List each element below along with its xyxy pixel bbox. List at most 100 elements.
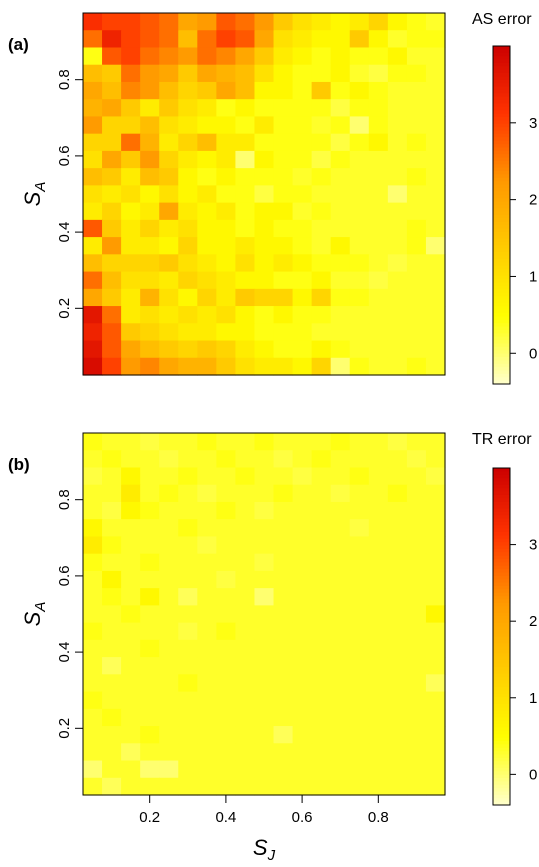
colorbar-swatch (493, 555, 510, 560)
heatmap-cell (197, 760, 217, 779)
heatmap-cell (83, 674, 103, 693)
heatmap-cell (273, 484, 294, 503)
heatmap-cell (83, 726, 103, 744)
colorbar-swatch (493, 56, 510, 61)
heatmap-cell (121, 254, 141, 273)
heatmap-cell (140, 133, 160, 152)
heatmap-cell (178, 570, 198, 589)
heatmap-cell (121, 657, 141, 675)
heatmap-cell (368, 605, 389, 624)
heatmap-cell (159, 168, 179, 186)
heatmap-cell (311, 743, 332, 762)
heatmap-cell (311, 288, 332, 307)
heatmap-cell (387, 691, 408, 710)
colorbar-swatch (493, 373, 510, 378)
heatmap-cell (311, 271, 332, 290)
heatmap-cell (387, 254, 408, 273)
heatmap-cell (121, 237, 141, 255)
heatmap-cell (159, 237, 179, 255)
heatmap-cell (197, 708, 217, 727)
heatmap-cell (254, 501, 275, 520)
heatmap-cell (102, 450, 122, 469)
heatmap-cell (368, 357, 389, 376)
heatmap-cell (292, 501, 313, 520)
heatmap-cell (254, 219, 275, 238)
heatmap-cell (368, 639, 389, 658)
heatmap-cell (178, 306, 198, 324)
heatmap-cell (349, 271, 370, 290)
heatmap-cell (216, 622, 237, 641)
heatmap-cell (292, 639, 313, 658)
colorbar-swatch (493, 116, 510, 121)
heatmap-cell (292, 237, 313, 255)
colorbar-swatch (493, 228, 510, 233)
heatmap-cell (330, 323, 351, 342)
colorbar-swatch (493, 137, 510, 142)
heatmap-cell (254, 288, 275, 307)
heatmap-cell (387, 501, 408, 520)
heatmap-cell (216, 708, 237, 727)
heatmap-cell (368, 185, 389, 204)
colorbar-swatch (493, 801, 510, 806)
heatmap-cell (140, 674, 160, 693)
heatmap-cell (235, 484, 256, 503)
heatmap-cell (349, 501, 370, 520)
heatmap-cell (330, 484, 351, 503)
heatmap-cell (216, 777, 237, 796)
heatmap-cell (140, 150, 160, 169)
colorbar-swatch (493, 579, 510, 584)
panel-a: 0.2 0.4 0.6 0.8 (a) SA AS error 0 1 2 3 (8, 11, 537, 385)
heatmap-cell (368, 133, 389, 152)
heatmap-cell (159, 99, 179, 118)
heatmap-cell (406, 99, 427, 118)
heatmap-cell (83, 271, 103, 290)
heatmap-cell (425, 726, 446, 744)
colorbar-swatch (493, 666, 510, 671)
plot-b-frame (82, 432, 446, 796)
heatmap-cell (140, 622, 160, 641)
colorbar-swatch (493, 717, 510, 722)
colorbar-swatch (493, 69, 510, 74)
colorbar-swatch (493, 468, 510, 472)
heatmap-cell (330, 467, 351, 486)
heatmap-cell (254, 254, 275, 273)
heatmap-cell (273, 726, 294, 744)
heatmap-cell (330, 691, 351, 710)
heatmap-cell (83, 657, 103, 675)
heatmap-cell (292, 657, 313, 675)
colorbar-frame (492, 467, 511, 806)
heatmap-cell (102, 254, 122, 273)
heatmap-cell (387, 726, 408, 744)
heatmap-cell (197, 777, 217, 796)
heatmap-cell (216, 340, 237, 359)
heatmap-cell (83, 340, 103, 359)
heatmap-cell (406, 674, 427, 693)
heatmap-cell (83, 202, 103, 221)
heatmap-cell (178, 553, 198, 572)
heatmap-cell (178, 323, 198, 342)
heatmap-cell (330, 450, 351, 469)
heatmap-cell (178, 433, 198, 451)
heatmap-cell (349, 185, 370, 204)
heatmap-cell (368, 202, 389, 221)
colorbar-swatch (493, 781, 510, 786)
heatmap-cell (102, 13, 122, 31)
heatmap-cell (254, 674, 275, 693)
heatmap-cell (387, 81, 408, 100)
heatmap-cell (330, 588, 351, 606)
heatmap-cell (121, 467, 141, 486)
heatmap-cell (83, 501, 103, 520)
colorbar-swatch (493, 285, 510, 290)
heatmap-cell (273, 185, 294, 204)
colorbar-swatch (493, 609, 510, 614)
heatmap-cell (368, 237, 389, 255)
heatmap-cell (235, 306, 256, 324)
heatmap-cell (292, 202, 313, 221)
colorbar-swatch (493, 242, 510, 246)
colorbar-swatch (493, 221, 510, 226)
heatmap-cell (425, 30, 446, 49)
heatmap-cell (387, 536, 408, 555)
y-axis-b-title: SA (20, 602, 49, 627)
heatmap-cell (349, 708, 370, 727)
colorbar-swatch (493, 565, 510, 570)
